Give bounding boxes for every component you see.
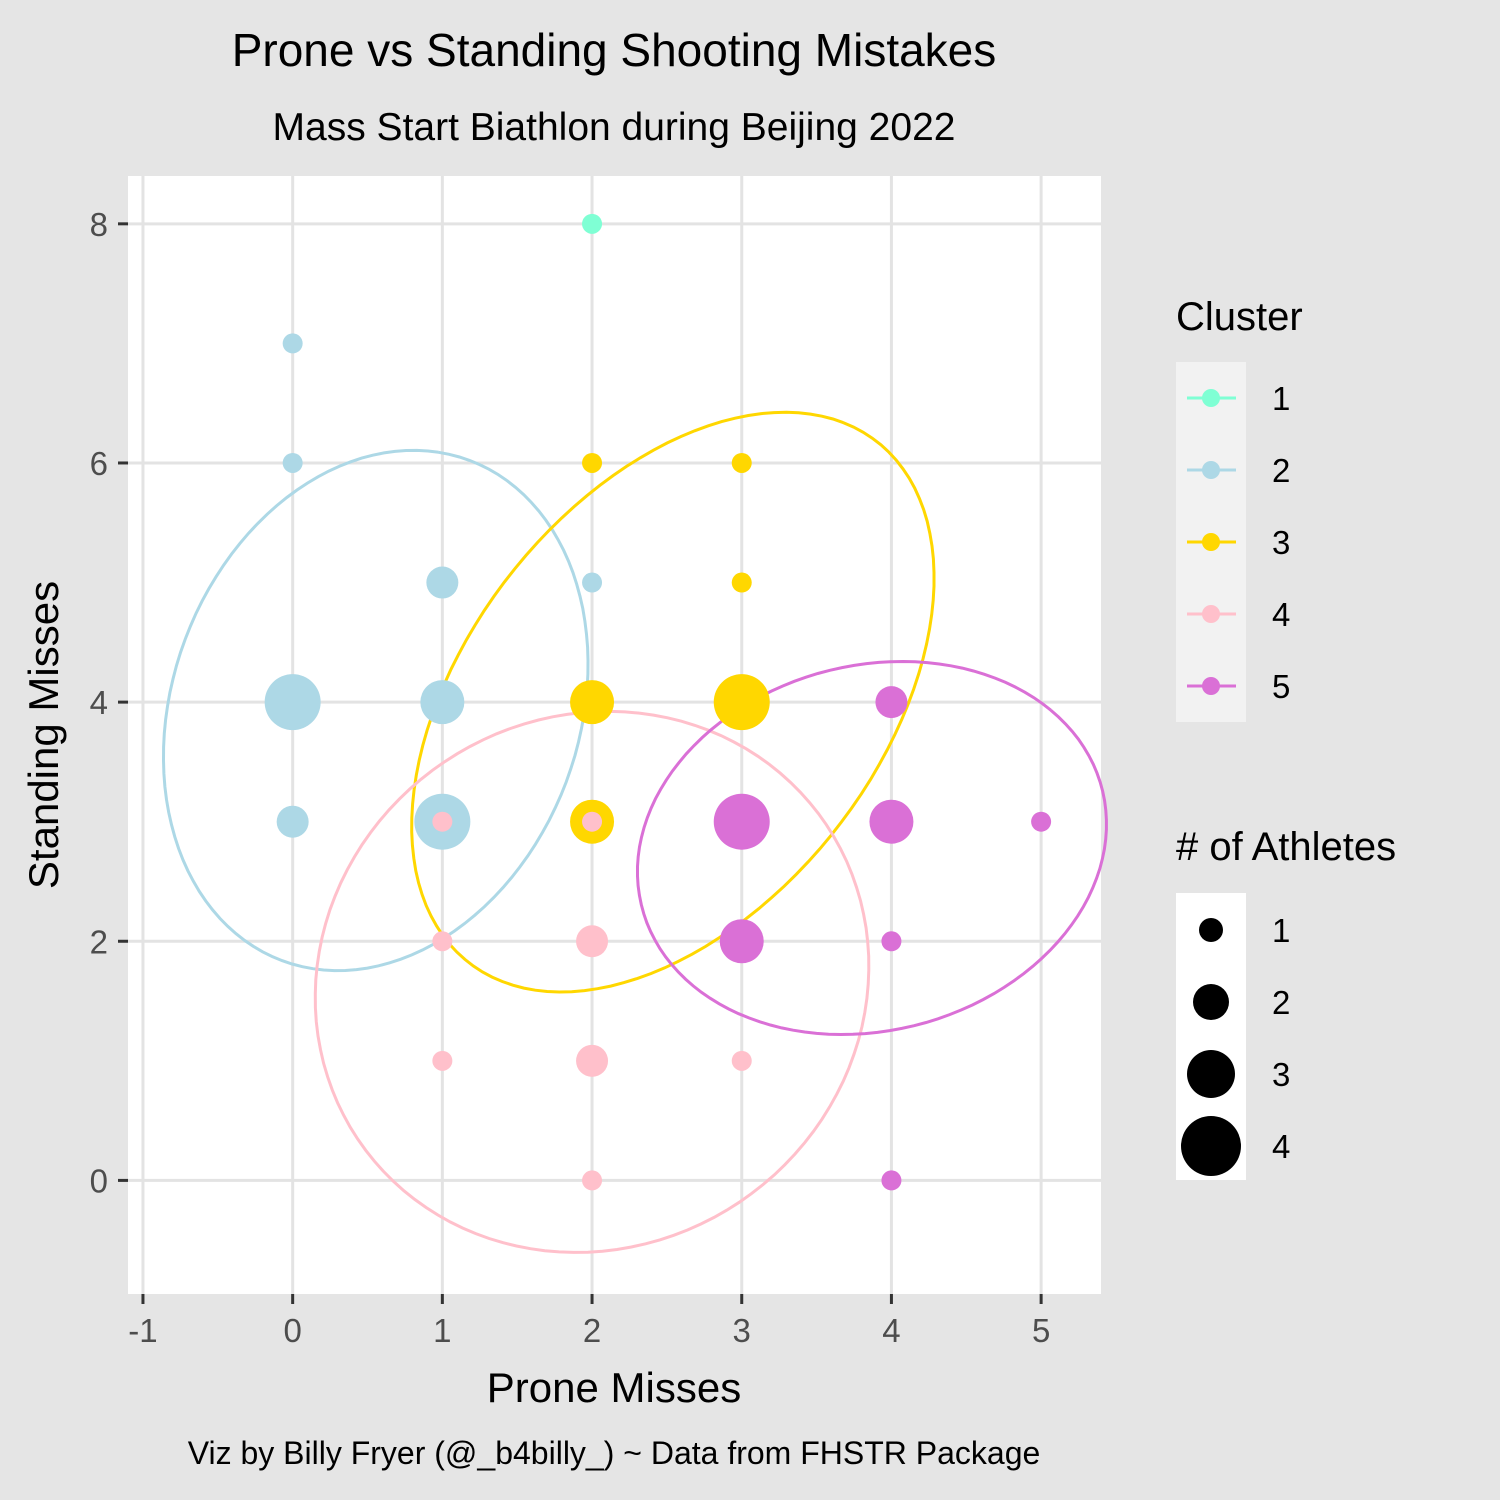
x-tick-label: 2: [583, 1312, 601, 1349]
data-point: [426, 566, 459, 599]
legend-label: 3: [1272, 1056, 1290, 1093]
y-tick-label: 6: [90, 445, 108, 482]
axes: -1 0 1 2 3 4 5 0 2 4 6 8: [90, 206, 1051, 1349]
caption: Viz by Billy Fryer (@_b4billy_) ~ Data f…: [188, 1435, 1041, 1471]
legend-key-dot: [1202, 461, 1220, 479]
legend-label: 1: [1272, 380, 1290, 417]
data-point: [731, 572, 752, 593]
size-legend-dot: [1193, 984, 1229, 1020]
x-tick-label: 5: [1032, 1312, 1050, 1349]
y-tick-label: 0: [90, 1162, 108, 1199]
chart-title: Prone vs Standing Shooting Mistakes: [232, 24, 997, 76]
y-axis-label: Standing Misses: [20, 581, 67, 889]
data-point: [282, 452, 303, 473]
legend-key-dot: [1202, 533, 1220, 551]
cluster-ellipse: [161, 448, 590, 973]
cluster-ellipse: [636, 659, 1108, 1037]
cluster-ellipse: [313, 709, 871, 1254]
y-tick-label: 2: [90, 923, 108, 960]
data-point: [869, 799, 914, 844]
data-point: [432, 811, 453, 832]
legend-label: 4: [1272, 1128, 1290, 1165]
data-point: [576, 925, 609, 958]
data-point: [420, 680, 465, 725]
legend-label: 2: [1272, 984, 1290, 1021]
data-point: [432, 1050, 453, 1071]
size-legend-dot: [1187, 1050, 1235, 1098]
data-point: [582, 452, 603, 473]
size-legend-dot: [1199, 918, 1223, 942]
y-tick-label: 8: [90, 206, 108, 243]
data-point: [731, 1050, 752, 1071]
y-tick-label: 4: [90, 684, 108, 721]
data-point: [570, 680, 615, 725]
size-legend: 1 2 3 4: [1181, 912, 1290, 1176]
legend-label: 3: [1272, 524, 1290, 561]
legend-key-dot: [1202, 677, 1220, 695]
data-point: [264, 674, 321, 731]
legend-label: 4: [1272, 596, 1290, 633]
legend-key-dot: [1202, 389, 1220, 407]
legend-label: 1: [1272, 912, 1290, 949]
data-point: [731, 452, 752, 473]
data-point: [282, 333, 303, 354]
plot-panel: [128, 176, 1101, 1294]
x-axis-label: Prone Misses: [487, 1364, 741, 1411]
cluster-ellipses: [161, 410, 1108, 1254]
color-legend-title: Cluster: [1176, 295, 1303, 339]
data-point: [432, 931, 453, 952]
data-point: [1031, 811, 1052, 832]
legend-label: 2: [1272, 452, 1290, 489]
data-point: [713, 793, 770, 850]
x-tick-label: 1: [433, 1312, 451, 1349]
data-point: [875, 686, 908, 719]
x-tick-label: -1: [128, 1312, 157, 1349]
data-point: [881, 931, 902, 952]
data-point: [582, 1170, 603, 1191]
color-legend: 1 2 3 4 5: [1187, 380, 1290, 705]
data-point: [576, 1044, 609, 1077]
data-point: [881, 1170, 902, 1191]
data-point: [582, 572, 603, 593]
data-point: [719, 919, 764, 964]
legend-key-dot: [1202, 605, 1220, 623]
data-point: [582, 811, 603, 832]
size-legend-dot: [1181, 1116, 1241, 1176]
size-legend-title: # of Athletes: [1176, 825, 1396, 869]
data-point: [713, 674, 770, 731]
data-point: [582, 213, 603, 234]
legend-label: 5: [1272, 668, 1290, 705]
chart-subtitle: Mass Start Biathlon during Beijing 2022: [273, 106, 956, 149]
cluster-ellipse: [410, 410, 936, 994]
x-tick-label: 4: [882, 1312, 900, 1349]
data-points: [264, 213, 1052, 1191]
data-point: [276, 805, 309, 838]
x-tick-label: 0: [283, 1312, 301, 1349]
x-tick-label: 3: [733, 1312, 751, 1349]
